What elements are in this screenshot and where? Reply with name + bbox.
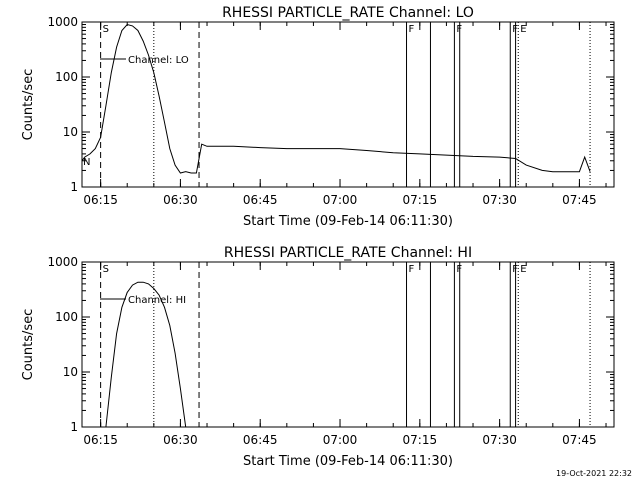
marker-label: S xyxy=(103,24,109,35)
x-tick-label: 06:45 xyxy=(243,193,278,207)
chart-panel-hi: RHESSI PARTICLE_RATE Channel: HI Start Ti… xyxy=(21,245,615,469)
y-tick-label: 10 xyxy=(63,125,78,139)
x-tick-label: 07:15 xyxy=(403,193,438,207)
chart-title: RHESSI PARTICLE_RATE Channel: LO xyxy=(222,5,474,21)
marker-label: F xyxy=(512,264,518,275)
x-tick-label: 07:45 xyxy=(562,193,597,207)
x-tick-label: 07:15 xyxy=(403,433,438,447)
y-tick-label: 1 xyxy=(70,180,78,194)
y-tick-label: 100 xyxy=(55,310,78,324)
marker-label: F xyxy=(512,24,518,35)
y-tick-label: 100 xyxy=(55,70,78,84)
x-tick-label: 07:30 xyxy=(482,433,517,447)
marker-label: F xyxy=(456,264,462,275)
x-tick-label: 06:45 xyxy=(243,433,278,447)
y-tick-label: 1000 xyxy=(47,255,78,269)
x-axis-label: Start Time (09-Feb-14 06:11:30) xyxy=(243,214,453,229)
plot-frame xyxy=(81,261,615,428)
y-axis-label: Counts/sec xyxy=(21,69,36,141)
footer-timestamp: 19-Oct-2021 22:32 xyxy=(556,469,632,478)
plot-frame xyxy=(81,21,615,188)
x-tick-label: 07:30 xyxy=(482,193,517,207)
x-tick-label: 06:30 xyxy=(163,433,198,447)
series-line xyxy=(81,23,591,174)
x-tick-label: 06:15 xyxy=(83,193,118,207)
marker-label: F xyxy=(409,24,415,35)
x-axis-label: Start Time (09-Feb-14 06:11:30) xyxy=(243,454,453,469)
x-tick-label: 07:00 xyxy=(323,433,358,447)
x-tick-label: 07:45 xyxy=(562,433,597,447)
legend-label: Channel: HI xyxy=(128,295,186,306)
chart-title: RHESSI PARTICLE_RATE Channel: HI xyxy=(224,245,472,261)
marker-label: F xyxy=(409,264,415,275)
chart-panel-lo: RHESSI PARTICLE_RATE Channel: LO Start Ti… xyxy=(21,5,615,229)
marker-label: F xyxy=(456,24,462,35)
x-tick-label: 06:15 xyxy=(83,433,118,447)
y-axis-label: Counts/sec xyxy=(21,309,36,381)
marker-label: S xyxy=(103,264,109,275)
y-tick-label: 1 xyxy=(70,420,78,434)
x-tick-label: 06:30 xyxy=(163,193,198,207)
x-tick-label: 07:00 xyxy=(323,193,358,207)
y-tick-label: 1000 xyxy=(47,15,78,29)
series-line xyxy=(105,281,187,428)
legend-label: Channel: LO xyxy=(128,55,189,66)
marker-label: E xyxy=(520,264,526,275)
corner-label: N xyxy=(83,157,90,168)
marker-label: E xyxy=(520,24,526,35)
y-tick-label: 10 xyxy=(63,365,78,379)
